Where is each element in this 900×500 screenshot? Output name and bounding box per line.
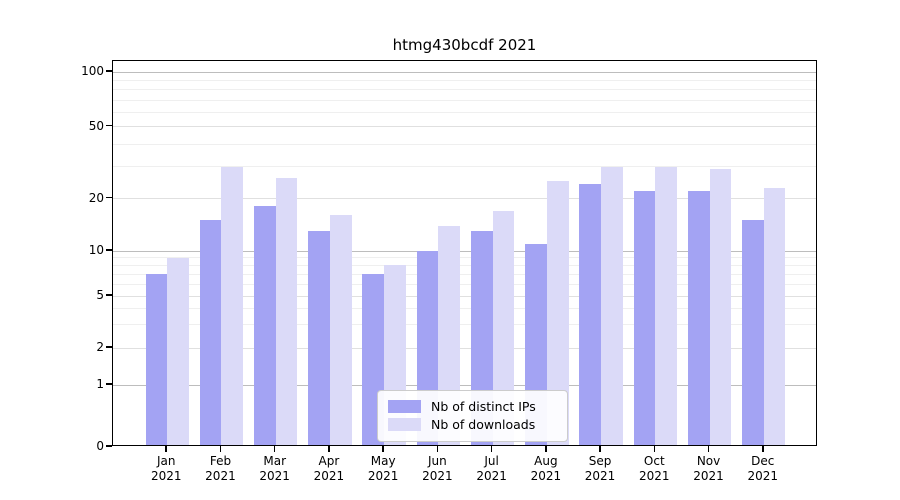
bar-ips-nov <box>687 191 710 446</box>
bar-ips-jan <box>145 274 168 446</box>
y-tick-label-100: 100 <box>81 64 104 78</box>
bar-downloads-nov <box>709 169 732 446</box>
y-tick-label-20: 20 <box>88 190 104 205</box>
bar-downloads-jul <box>492 210 515 446</box>
bar-ips-dec <box>742 220 764 446</box>
bar-downloads-sep <box>601 166 623 446</box>
bar-ips-feb <box>199 220 222 446</box>
legend-entry-downloads: Nb of downloads <box>388 416 557 433</box>
gridline-y-70 <box>113 99 816 101</box>
x-tick-mark-nov <box>707 446 710 452</box>
bar-ips-oct <box>633 191 656 446</box>
bar-downloads-mar <box>275 177 298 446</box>
x-tick-label-nov: Nov 2021 <box>693 454 724 483</box>
x-tick-mark-jan <box>165 446 168 452</box>
y-tick-label-0: 0 <box>96 439 104 453</box>
gridline-y-1 <box>113 384 816 386</box>
gridline-y-100 <box>113 71 816 73</box>
bar-downloads-dec <box>763 187 786 446</box>
gridline-y-9 <box>113 257 816 259</box>
bar-ips-apr <box>308 231 330 446</box>
gridline-y-80 <box>113 89 816 91</box>
x-tick-mark-aug <box>545 446 547 452</box>
x-tick-label-mar: Mar 2021 <box>259 454 290 483</box>
x-tick-mark-dec <box>761 446 764 452</box>
x-tick-label-aug: Aug 2021 <box>530 454 562 483</box>
x-tick-mark-feb <box>219 446 222 452</box>
legend-entry-distinct-ips: Nb of distinct IPs <box>388 398 557 415</box>
x-tick-label-apr: Apr 2021 <box>313 454 345 483</box>
y-tick-mark-2 <box>106 346 112 348</box>
legend: Nb of distinct IPs Nb of downloads <box>377 390 568 442</box>
gridline-y-8 <box>113 264 816 266</box>
y-tick-mark-20 <box>106 196 112 199</box>
gridline-y-4 <box>113 308 816 310</box>
x-tick-label-sep: Sep 2021 <box>584 454 616 483</box>
legend-swatch-distinct-ips <box>388 400 421 413</box>
x-tick-label-oct: Oct 2021 <box>639 454 670 483</box>
legend-label-downloads: Nb of downloads <box>431 417 536 432</box>
x-tick-mark-jul <box>490 446 493 452</box>
gridline-y-90 <box>113 79 816 81</box>
bar-downloads-oct <box>655 166 677 446</box>
x-tick-mark-apr <box>328 446 330 452</box>
plot-area <box>112 60 817 446</box>
x-tick-label-jan: Jan 2021 <box>150 454 182 483</box>
y-tick-mark-5 <box>106 294 112 296</box>
gridline-y-60 <box>113 111 816 113</box>
y-tick-label-1: 1 <box>96 377 104 391</box>
gridline-y-20 <box>113 198 816 199</box>
bar-downloads-jan <box>167 257 189 446</box>
legend-swatch-downloads <box>388 418 421 431</box>
y-tick-mark-1 <box>106 383 112 385</box>
gridline-y-40 <box>113 143 816 145</box>
x-tick-mark-may <box>382 446 384 452</box>
x-tick-mark-sep <box>599 446 601 452</box>
y-tick-mark-0 <box>106 445 112 447</box>
y-tick-mark-50 <box>106 124 112 127</box>
y-tick-label-50: 50 <box>88 118 104 133</box>
bar-ips-mar <box>254 206 276 446</box>
gridline-y-7 <box>113 273 816 275</box>
bar-downloads-aug <box>546 180 569 446</box>
gridline-y-30 <box>113 166 816 168</box>
y-tick-mark-100 <box>106 70 112 72</box>
y-tick-label-2: 2 <box>96 340 104 354</box>
gridline-y-6 <box>113 283 816 285</box>
x-tick-label-jun: Jun 2021 <box>422 454 453 483</box>
y-tick-label-10: 10 <box>88 243 104 257</box>
gridline-y-2 <box>113 347 816 349</box>
gridline-y-50 <box>113 126 816 127</box>
x-tick-mark-oct <box>653 446 656 452</box>
gridline-y-5 <box>113 295 816 297</box>
x-tick-mark-jun <box>436 446 439 452</box>
x-tick-label-may: May 2021 <box>367 454 399 483</box>
bar-downloads-feb <box>221 166 244 446</box>
gridline-y-3 <box>113 324 816 326</box>
x-tick-label-feb: Feb 2021 <box>205 454 236 483</box>
y-tick-mark-10 <box>106 249 112 251</box>
x-tick-label-dec: Dec 2021 <box>747 454 779 483</box>
chart-title: htmg430bcdf 2021 <box>392 36 537 54</box>
legend-label-distinct-ips: Nb of distinct IPs <box>431 399 536 414</box>
gridline-y-10 <box>113 250 816 252</box>
x-tick-mark-mar <box>273 446 276 452</box>
x-tick-label-jul: Jul 2021 <box>476 454 507 483</box>
bar-downloads-apr <box>329 215 352 446</box>
y-tick-label-5: 5 <box>96 288 104 302</box>
bar-ips-sep <box>579 184 602 446</box>
